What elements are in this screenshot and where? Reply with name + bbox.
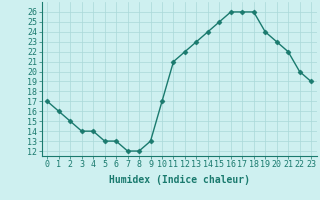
X-axis label: Humidex (Indice chaleur): Humidex (Indice chaleur): [109, 175, 250, 185]
